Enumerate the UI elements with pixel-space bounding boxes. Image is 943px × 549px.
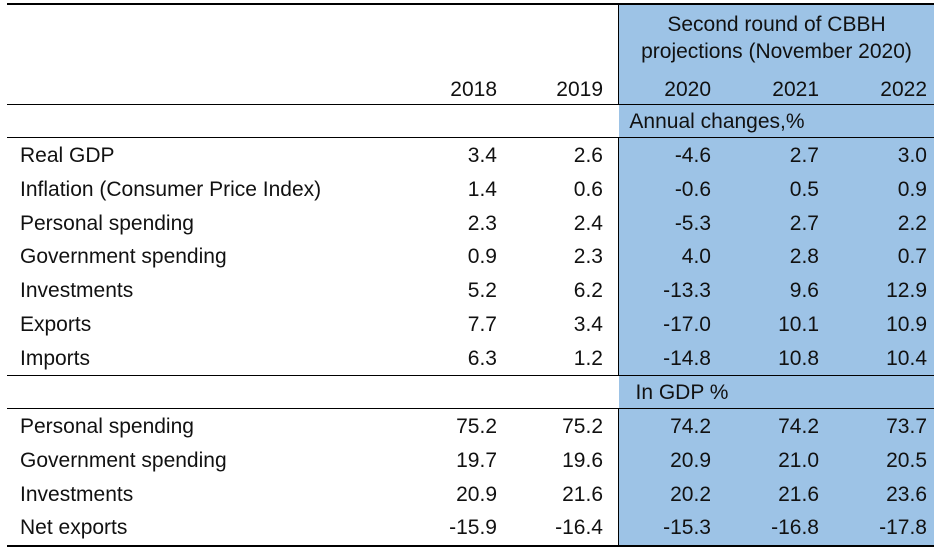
projection-header: Second round of CBBH projections (Novemb… [619,11,934,65]
value-cell: -16.4 [555,516,603,539]
value-cell: -0.6 [674,178,711,201]
value-cell: -14.8 [663,347,711,370]
row-label: Investments [20,483,134,506]
value-cell: 20.9 [456,483,497,506]
projection-divider-header [618,3,619,104]
value-cell: -17.0 [663,313,711,336]
value-cell: 75.2 [562,415,603,438]
projection-title-line1: Second round of CBBH [667,13,886,36]
section-2-rule [7,408,934,409]
value-cell: 7.7 [467,313,497,336]
value-cell: 20.2 [670,483,711,506]
value-cell: 20.5 [886,449,927,472]
row-label: Real GDP [20,144,115,167]
value-cell: 21.6 [778,483,819,506]
value-cell: -17.8 [879,516,927,539]
value-cell: -4.6 [674,144,711,167]
projection-title-line2: projections (November 2020) [641,40,912,63]
value-cell: 10.1 [778,313,819,336]
value-cell: 19.7 [456,449,497,472]
year-header: 2018 [450,78,497,101]
value-cell: 20.9 [670,449,711,472]
row-label: Personal spending [20,212,194,235]
value-cell: 12.9 [886,279,927,302]
row-label: Investments [20,279,134,302]
value-cell: -16.8 [771,516,819,539]
year-header: 2019 [556,78,603,101]
value-cell: 2.8 [789,245,819,268]
value-cell: 2.2 [897,212,927,235]
year-header: 2022 [880,78,927,101]
value-cell: -15.3 [663,516,711,539]
value-cell: 0.7 [897,245,927,268]
value-cell: 2.4 [573,212,603,235]
value-cell: 73.7 [886,415,927,438]
value-cell: 3.4 [467,144,497,167]
top-rule [7,3,934,5]
value-cell: -15.9 [449,516,497,539]
projection-shade [619,3,934,547]
value-cell: 23.6 [886,483,927,506]
row-label: Government spending [20,245,227,268]
value-cell: 3.0 [897,144,927,167]
value-cell: 10.8 [778,347,819,370]
projection-divider-section-1 [618,137,619,375]
value-cell: 75.2 [456,415,497,438]
year-header: 2020 [664,78,711,101]
section-1-rule [7,137,934,138]
section-2-divider [7,375,934,376]
value-cell: 2.3 [467,212,497,235]
value-cell: -5.3 [674,212,711,235]
value-cell: 10.4 [886,347,927,370]
row-label: Inflation (Consumer Price Index) [20,178,322,201]
value-cell: 6.3 [467,347,497,370]
header-rule [7,104,934,105]
value-cell: 1.4 [467,178,497,201]
section-title-annual-changes: Annual changes,% [629,110,805,133]
bottom-rule [7,545,934,547]
value-cell: 74.2 [670,415,711,438]
value-cell: 2.3 [573,245,603,268]
section-title-in-gdp: In GDP % [635,381,729,404]
value-cell: 21.6 [562,483,603,506]
macro-projections-table: Second round of CBBH projections (Novemb… [7,3,934,547]
row-label: Personal spending [20,415,194,438]
value-cell: 2.7 [789,212,819,235]
value-cell: 1.2 [573,347,603,370]
value-cell: 21.0 [778,449,819,472]
value-cell: 2.7 [789,144,819,167]
value-cell: 6.2 [573,279,603,302]
value-cell: 3.4 [573,313,603,336]
projection-divider-section-2 [618,408,619,545]
value-cell: 0.5 [789,178,819,201]
value-cell: -13.3 [663,279,711,302]
value-cell: 0.9 [467,245,497,268]
row-label: Exports [20,313,92,336]
value-cell: 5.2 [467,279,497,302]
value-cell: 74.2 [778,415,819,438]
year-header: 2021 [772,78,819,101]
row-label: Imports [20,347,91,370]
value-cell: 19.6 [562,449,603,472]
value-cell: 9.6 [789,279,819,302]
value-cell: 0.9 [897,178,927,201]
value-cell: 2.6 [573,144,603,167]
value-cell: 10.9 [886,313,927,336]
value-cell: 4.0 [681,245,711,268]
row-label: Government spending [20,449,227,472]
row-label: Net exports [20,516,128,539]
value-cell: 0.6 [573,178,603,201]
